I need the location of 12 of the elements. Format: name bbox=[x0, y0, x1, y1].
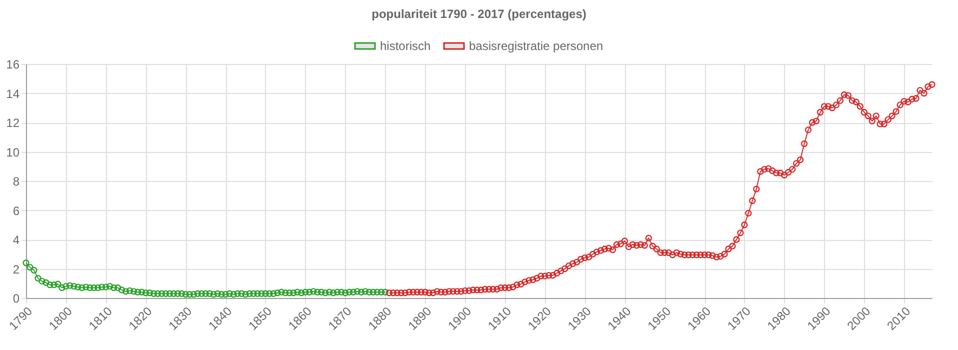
legend-label: basisregistratie personen bbox=[469, 39, 604, 53]
y-tick-label: 2 bbox=[12, 262, 20, 276]
y-tick-label: 14 bbox=[6, 86, 20, 101]
y-tick-label: 16 bbox=[6, 58, 20, 72]
chart-title: populariteit 1790 - 2017 (percentages) bbox=[372, 7, 586, 21]
y-tick-label: 8 bbox=[12, 174, 20, 188]
y-tick-label: 10 bbox=[6, 145, 20, 160]
y-tick-label: 0 bbox=[12, 292, 20, 306]
y-tick-label: 6 bbox=[12, 204, 20, 218]
y-tick-label: 4 bbox=[12, 233, 20, 247]
y-tick-label: 12 bbox=[6, 116, 20, 130]
legend-label: historisch bbox=[380, 39, 431, 53]
